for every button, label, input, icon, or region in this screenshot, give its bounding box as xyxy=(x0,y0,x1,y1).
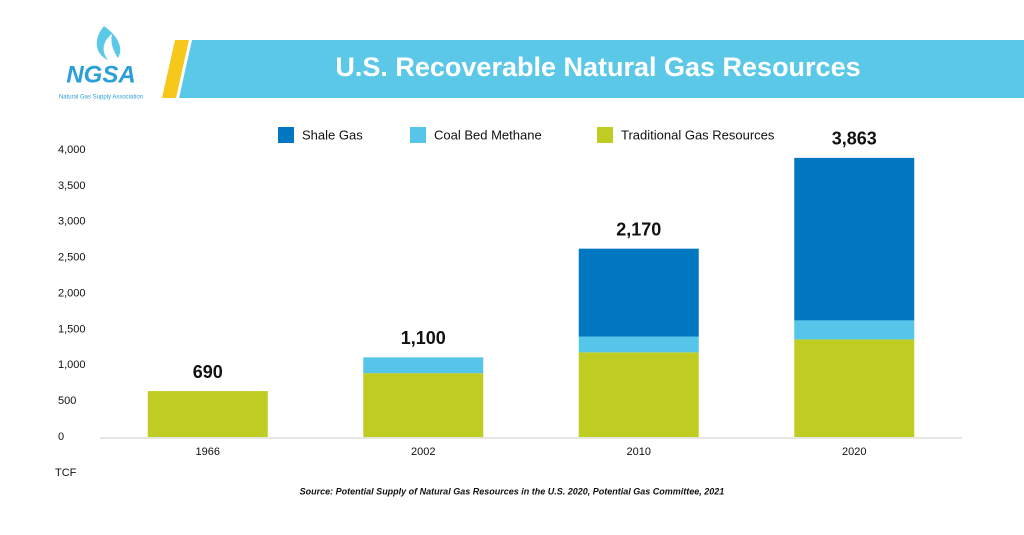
bar-segment xyxy=(147,391,268,437)
logo-tagline: Natural Gas Supply Association xyxy=(59,95,143,101)
total-label: 2,170 xyxy=(616,219,661,239)
bar-segment xyxy=(578,336,699,353)
bar-segment xyxy=(794,157,915,321)
y-tick-label: 500 xyxy=(58,395,76,407)
legend-label: Shale Gas xyxy=(302,127,363,142)
bar-segment xyxy=(794,339,915,437)
legend-label: Coal Bed Methane xyxy=(434,127,542,142)
x-tick-label: 2010 xyxy=(627,446,651,458)
y-tick-label: 3,000 xyxy=(58,216,86,228)
y-tick-label: 1,000 xyxy=(58,359,86,371)
x-tick-label: 1966 xyxy=(196,446,220,458)
total-label: 1,100 xyxy=(401,328,446,348)
bar-segment xyxy=(794,320,915,340)
y-tick-label: 3,500 xyxy=(58,180,86,192)
total-label: 690 xyxy=(193,362,223,382)
logo-flame xyxy=(96,26,121,60)
legend-label: Traditional Gas Resources xyxy=(621,127,775,142)
x-tick-label: 2002 xyxy=(411,446,435,458)
source-note: Source: Potential Supply of Natural Gas … xyxy=(300,486,725,496)
y-axis-label: TCF xyxy=(55,467,77,479)
y-tick-label: 2,000 xyxy=(58,287,86,299)
y-tick-label: 2,500 xyxy=(58,252,86,264)
y-tick-label: 1,500 xyxy=(58,323,86,335)
legend-swatch xyxy=(278,127,294,143)
chart-title: U.S. Recoverable Natural Gas Resources xyxy=(335,52,860,82)
bar-segment xyxy=(578,352,699,437)
bar-segment xyxy=(578,248,699,337)
x-tick-label: 2020 xyxy=(842,446,866,458)
legend-swatch xyxy=(410,127,426,143)
bar-segment xyxy=(363,357,484,374)
y-tick-label: 0 xyxy=(58,431,64,443)
total-label: 3,863 xyxy=(832,129,877,149)
bar-segment xyxy=(363,373,484,437)
y-tick-label: 4,000 xyxy=(58,144,86,156)
accent-stripe xyxy=(162,40,189,98)
legend-swatch xyxy=(597,127,613,143)
title-band xyxy=(179,40,1024,98)
logo-name: NGSA xyxy=(66,61,135,88)
